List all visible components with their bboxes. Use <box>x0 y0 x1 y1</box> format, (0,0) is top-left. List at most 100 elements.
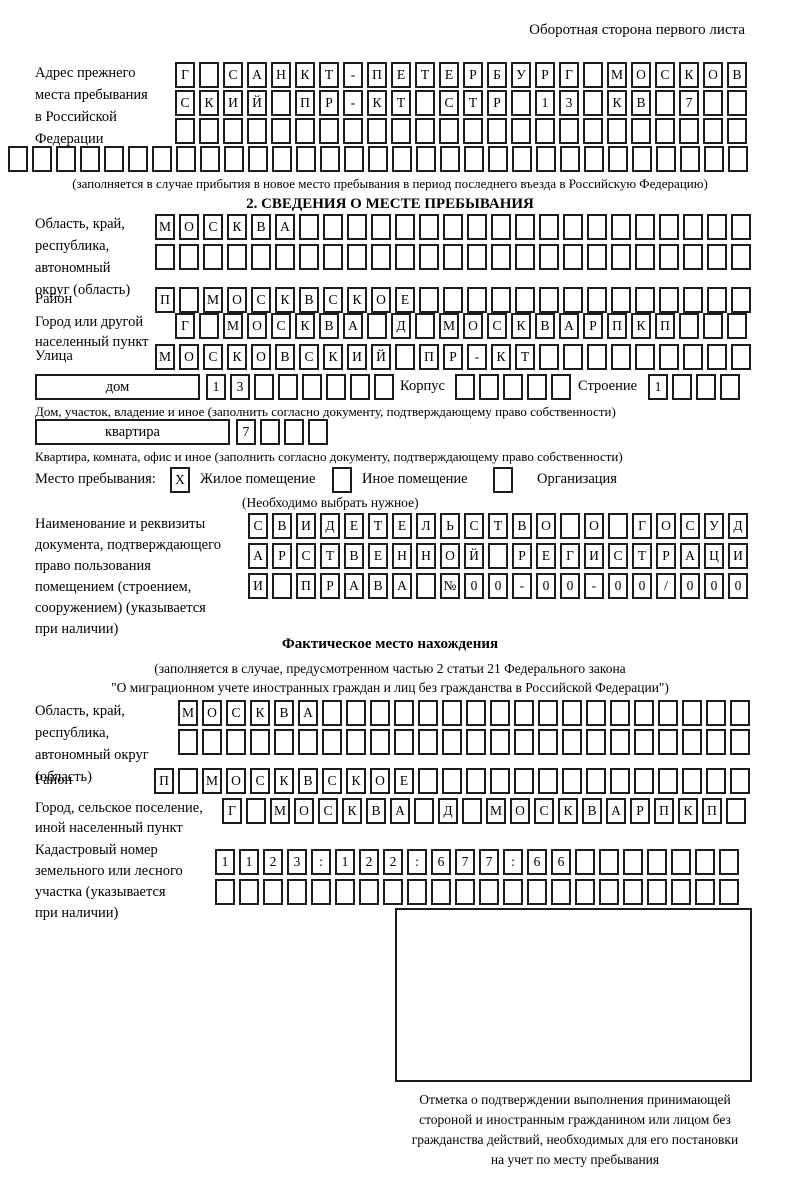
char-box[interactable] <box>254 374 274 400</box>
char-box[interactable]: В <box>274 700 294 726</box>
char-box[interactable] <box>730 768 750 794</box>
char-box[interactable]: 0 <box>464 573 484 599</box>
char-box[interactable]: - <box>467 344 487 370</box>
char-box[interactable] <box>370 729 390 755</box>
char-box[interactable] <box>248 146 268 172</box>
char-box[interactable] <box>346 729 366 755</box>
char-box[interactable] <box>491 244 511 270</box>
char-box[interactable]: К <box>346 768 366 794</box>
char-box[interactable]: 1 <box>215 849 235 875</box>
char-box[interactable]: В <box>272 513 292 539</box>
char-box[interactable]: С <box>534 798 554 824</box>
char-box[interactable] <box>8 146 28 172</box>
char-box[interactable] <box>491 214 511 240</box>
char-box[interactable] <box>239 879 259 905</box>
char-box[interactable] <box>128 146 148 172</box>
char-box[interactable] <box>539 344 559 370</box>
char-box[interactable] <box>587 244 607 270</box>
char-box[interactable]: С <box>250 768 270 794</box>
char-box[interactable] <box>515 244 535 270</box>
char-box[interactable] <box>583 90 603 116</box>
char-box[interactable]: К <box>275 287 295 313</box>
char-box[interactable] <box>680 146 700 172</box>
char-box[interactable] <box>491 287 511 313</box>
char-box[interactable] <box>560 513 580 539</box>
char-box[interactable]: П <box>607 313 627 339</box>
char-box[interactable] <box>655 90 675 116</box>
char-box[interactable]: М <box>155 214 175 240</box>
char-box[interactable]: Е <box>439 62 459 88</box>
char-box[interactable]: П <box>702 798 722 824</box>
char-box[interactable]: К <box>295 62 315 88</box>
char-box[interactable] <box>695 849 715 875</box>
char-box[interactable] <box>199 313 219 339</box>
char-box[interactable]: 7 <box>479 849 499 875</box>
char-box[interactable] <box>730 700 750 726</box>
char-box[interactable] <box>479 374 499 400</box>
char-box[interactable]: 7 <box>455 849 475 875</box>
char-box[interactable]: 0 <box>608 573 628 599</box>
char-box[interactable] <box>703 313 723 339</box>
char-box[interactable] <box>515 287 535 313</box>
char-box[interactable] <box>719 849 739 875</box>
char-box[interactable]: А <box>606 798 626 824</box>
char-box[interactable] <box>347 244 367 270</box>
char-box[interactable]: С <box>226 700 246 726</box>
char-box[interactable] <box>224 146 244 172</box>
char-box[interactable]: 1 <box>206 374 226 400</box>
char-box[interactable]: С <box>323 287 343 313</box>
char-box[interactable]: А <box>392 573 412 599</box>
char-box[interactable] <box>707 344 727 370</box>
char-box[interactable] <box>247 118 267 144</box>
char-box[interactable]: М <box>203 287 223 313</box>
char-box[interactable] <box>527 879 547 905</box>
char-box[interactable] <box>295 118 315 144</box>
char-box[interactable]: В <box>582 798 602 824</box>
char-box[interactable]: О <box>536 513 556 539</box>
char-box[interactable] <box>443 244 463 270</box>
char-box[interactable] <box>512 146 532 172</box>
char-box[interactable]: А <box>344 573 364 599</box>
char-box[interactable] <box>323 244 343 270</box>
char-box[interactable]: 2 <box>383 849 403 875</box>
char-box[interactable] <box>703 90 723 116</box>
char-box[interactable]: 6 <box>527 849 547 875</box>
char-box[interactable] <box>608 513 628 539</box>
char-box[interactable]: Т <box>415 62 435 88</box>
char-box[interactable] <box>682 700 702 726</box>
char-box[interactable]: О <box>703 62 723 88</box>
char-box[interactable] <box>656 146 676 172</box>
char-box[interactable]: В <box>366 798 386 824</box>
char-box[interactable] <box>335 879 355 905</box>
char-box[interactable] <box>455 374 475 400</box>
char-box[interactable]: О <box>251 344 271 370</box>
char-box[interactable] <box>695 879 715 905</box>
char-box[interactable] <box>647 849 667 875</box>
char-box[interactable]: 1 <box>535 90 555 116</box>
char-box[interactable] <box>440 146 460 172</box>
char-box[interactable] <box>175 118 195 144</box>
char-box[interactable] <box>80 146 100 172</box>
char-box[interactable]: Л <box>416 513 436 539</box>
char-box[interactable] <box>322 729 342 755</box>
char-box[interactable]: С <box>318 798 338 824</box>
char-box[interactable] <box>415 313 435 339</box>
char-box[interactable] <box>466 768 486 794</box>
char-box[interactable] <box>442 700 462 726</box>
char-box[interactable]: 6 <box>551 849 571 875</box>
char-box[interactable]: 1 <box>239 849 259 875</box>
char-box[interactable]: О <box>179 214 199 240</box>
char-box[interactable]: Н <box>392 543 412 569</box>
char-box[interactable] <box>415 90 435 116</box>
char-box[interactable]: А <box>390 798 410 824</box>
char-box[interactable] <box>655 118 675 144</box>
char-box[interactable]: А <box>680 543 700 569</box>
char-box[interactable] <box>371 214 391 240</box>
char-box[interactable] <box>539 214 559 240</box>
char-box[interactable] <box>299 244 319 270</box>
char-box[interactable] <box>179 287 199 313</box>
char-box[interactable] <box>575 879 595 905</box>
char-box[interactable]: К <box>367 90 387 116</box>
char-box[interactable]: М <box>223 313 243 339</box>
char-box[interactable] <box>658 768 678 794</box>
